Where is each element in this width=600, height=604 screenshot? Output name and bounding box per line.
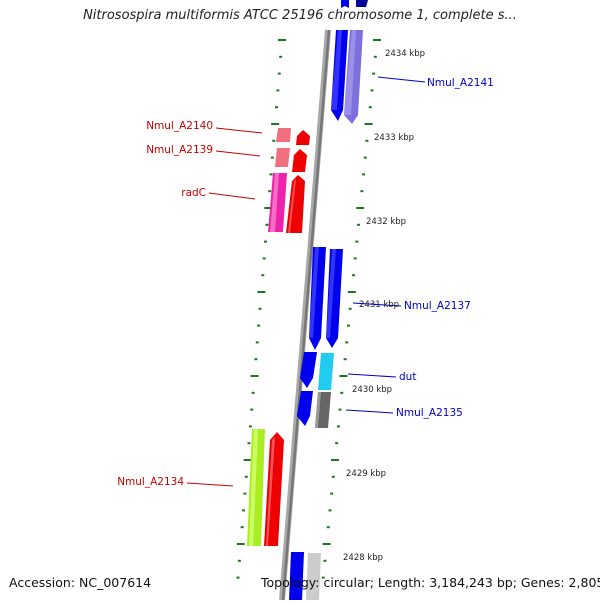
scale-label-2429: 2429 kbp (346, 469, 386, 479)
gene-label-nmul-a2137[interactable]: Nmul_A2137 (404, 300, 471, 312)
gene-feature-nmul-a2135[interactable] (315, 392, 331, 428)
chromosome-backbone (279, 29, 331, 601)
gene-label-dut[interactable]: dut (399, 371, 416, 383)
map-title: Nitrosospira multiformis ATCC 25196 chro… (83, 8, 517, 23)
scale-label-2434: 2434 kbp (385, 49, 425, 59)
gene-feature-nmul-a2139[interactable] (275, 148, 307, 172)
scale-label-2432: 2432 kbp (366, 217, 406, 227)
gene-feature-bottom-partial[interactable] (289, 552, 321, 600)
label-leader-lines (186, 76, 426, 487)
gene-feature-lower-blue[interactable] (297, 391, 313, 426)
gene-label-nmul-a2135[interactable]: Nmul_A2135 (396, 407, 463, 419)
gene-feature-middle-blue[interactable] (300, 352, 317, 388)
scale-labels: 2434 kbp 2433 kbp 2432 kbp 2431 kbp 2430… (343, 49, 425, 563)
topology-summary: Topology: circular; Length: 3,184,243 bp… (261, 575, 600, 590)
scale-label-2428: 2428 kbp (343, 553, 383, 563)
gene-labels: Nmul_A2141 Nmul_A2140 Nmul_A2139 radC Nm… (117, 77, 494, 488)
gene-feature-nmul-a2134[interactable] (247, 429, 284, 546)
accession-label: Accession: NC_007614 (9, 575, 152, 590)
gene-feature-nmul-a2141[interactable] (331, 30, 363, 124)
tick-marks (236, 39, 381, 579)
gene-label-nmul-a2139[interactable]: Nmul_A2139 (146, 144, 213, 156)
gene-label-nmul-a2141[interactable]: Nmul_A2141 (427, 77, 494, 89)
gene-feature-radc[interactable] (268, 173, 305, 233)
gene-label-nmul-a2134[interactable]: Nmul_A2134 (117, 476, 184, 488)
gene-label-nmul-a2140[interactable]: Nmul_A2140 (146, 120, 213, 132)
scale-label-2433: 2433 kbp (374, 133, 414, 143)
gene-feature-dut[interactable] (318, 353, 334, 390)
gene-feature-top-partial[interactable] (341, 0, 368, 8)
scale-label-2430: 2430 kbp (352, 385, 392, 395)
gene-feature-nmul-a2137[interactable] (309, 247, 343, 350)
gene-feature-nmul-a2140[interactable] (276, 128, 310, 145)
gene-label-radc[interactable]: radC (181, 187, 206, 199)
scale-label-2431: 2431 kbp (359, 300, 399, 310)
